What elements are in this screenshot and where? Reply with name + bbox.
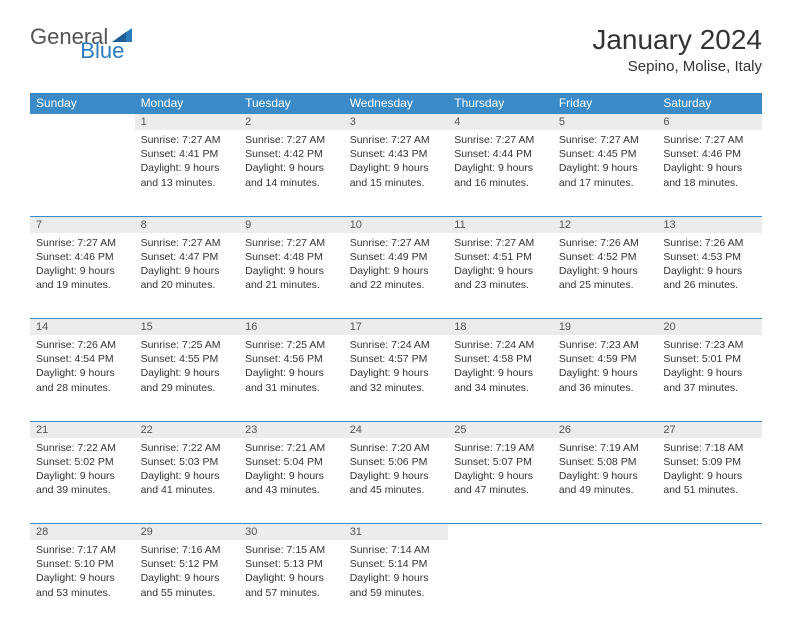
day-number: 23 (239, 421, 344, 438)
content-row: Sunrise: 7:26 AMSunset: 4:54 PMDaylight:… (30, 335, 762, 421)
day-cell: Sunrise: 7:26 AMSunset: 4:53 PMDaylight:… (657, 233, 762, 319)
day-cell: Sunrise: 7:23 AMSunset: 4:59 PMDaylight:… (553, 335, 658, 421)
content-row: Sunrise: 7:27 AMSunset: 4:41 PMDaylight:… (30, 130, 762, 216)
day-number: 16 (239, 319, 344, 336)
day-cell: Sunrise: 7:25 AMSunset: 4:56 PMDaylight:… (239, 335, 344, 421)
day-number: 21 (30, 421, 135, 438)
day-cell: Sunrise: 7:27 AMSunset: 4:46 PMDaylight:… (30, 233, 135, 319)
day-cell: Sunrise: 7:27 AMSunset: 4:44 PMDaylight:… (448, 130, 553, 216)
day-cell: Sunrise: 7:23 AMSunset: 5:01 PMDaylight:… (657, 335, 762, 421)
day-cell: Sunrise: 7:24 AMSunset: 4:57 PMDaylight:… (344, 335, 449, 421)
day-number: 4 (448, 114, 553, 131)
weekday-header: Tuesday (239, 93, 344, 114)
day-number: 15 (135, 319, 240, 336)
day-cell: Sunrise: 7:26 AMSunset: 4:52 PMDaylight:… (553, 233, 658, 319)
day-cell: Sunrise: 7:26 AMSunset: 4:54 PMDaylight:… (30, 335, 135, 421)
weekday-header: Thursday (448, 93, 553, 114)
day-cell: Sunrise: 7:22 AMSunset: 5:03 PMDaylight:… (135, 438, 240, 524)
day-cell: Sunrise: 7:22 AMSunset: 5:02 PMDaylight:… (30, 438, 135, 524)
title-block: January 2024 Sepino, Molise, Italy (592, 24, 762, 75)
day-number: 27 (657, 421, 762, 438)
day-cell (448, 540, 553, 626)
day-number: 22 (135, 421, 240, 438)
day-cell: Sunrise: 7:20 AMSunset: 5:06 PMDaylight:… (344, 438, 449, 524)
day-number: 7 (30, 216, 135, 233)
logo: General Blue (30, 24, 182, 50)
day-number: 3 (344, 114, 449, 131)
day-number (448, 524, 553, 541)
day-cell: Sunrise: 7:27 AMSunset: 4:42 PMDaylight:… (239, 130, 344, 216)
day-number: 2 (239, 114, 344, 131)
day-cell: Sunrise: 7:25 AMSunset: 4:55 PMDaylight:… (135, 335, 240, 421)
day-number: 5 (553, 114, 658, 131)
day-cell: Sunrise: 7:27 AMSunset: 4:51 PMDaylight:… (448, 233, 553, 319)
day-number: 25 (448, 421, 553, 438)
day-number: 13 (657, 216, 762, 233)
weekday-header: Saturday (657, 93, 762, 114)
day-number (30, 114, 135, 131)
day-number: 9 (239, 216, 344, 233)
day-number: 10 (344, 216, 449, 233)
day-cell: Sunrise: 7:27 AMSunset: 4:45 PMDaylight:… (553, 130, 658, 216)
day-cell: Sunrise: 7:18 AMSunset: 5:09 PMDaylight:… (657, 438, 762, 524)
day-number: 8 (135, 216, 240, 233)
day-number: 6 (657, 114, 762, 131)
location: Sepino, Molise, Italy (592, 58, 762, 75)
weekday-header: Sunday (30, 93, 135, 114)
day-cell: Sunrise: 7:14 AMSunset: 5:14 PMDaylight:… (344, 540, 449, 626)
daynum-row: 78910111213 (30, 216, 762, 233)
day-cell: Sunrise: 7:27 AMSunset: 4:46 PMDaylight:… (657, 130, 762, 216)
daynum-row: 21222324252627 (30, 421, 762, 438)
day-cell: Sunrise: 7:16 AMSunset: 5:12 PMDaylight:… (135, 540, 240, 626)
day-number: 28 (30, 524, 135, 541)
day-number: 1 (135, 114, 240, 131)
content-row: Sunrise: 7:22 AMSunset: 5:02 PMDaylight:… (30, 438, 762, 524)
day-cell (30, 130, 135, 216)
day-cell (553, 540, 658, 626)
day-number: 19 (553, 319, 658, 336)
day-number: 29 (135, 524, 240, 541)
calendar-body: 123456Sunrise: 7:27 AMSunset: 4:41 PMDay… (30, 114, 762, 626)
day-number (553, 524, 658, 541)
day-cell: Sunrise: 7:17 AMSunset: 5:10 PMDaylight:… (30, 540, 135, 626)
day-cell: Sunrise: 7:15 AMSunset: 5:13 PMDaylight:… (239, 540, 344, 626)
day-number (657, 524, 762, 541)
day-number: 12 (553, 216, 658, 233)
day-number: 11 (448, 216, 553, 233)
day-number: 18 (448, 319, 553, 336)
day-number: 31 (344, 524, 449, 541)
day-number: 26 (553, 421, 658, 438)
day-cell: Sunrise: 7:19 AMSunset: 5:07 PMDaylight:… (448, 438, 553, 524)
weekday-header: Wednesday (344, 93, 449, 114)
weekday-header: Friday (553, 93, 658, 114)
day-cell: Sunrise: 7:19 AMSunset: 5:08 PMDaylight:… (553, 438, 658, 524)
daynum-row: 123456 (30, 114, 762, 131)
day-cell: Sunrise: 7:27 AMSunset: 4:43 PMDaylight:… (344, 130, 449, 216)
content-row: Sunrise: 7:17 AMSunset: 5:10 PMDaylight:… (30, 540, 762, 626)
day-cell: Sunrise: 7:24 AMSunset: 4:58 PMDaylight:… (448, 335, 553, 421)
day-number: 24 (344, 421, 449, 438)
weekday-header: Monday (135, 93, 240, 114)
content-row: Sunrise: 7:27 AMSunset: 4:46 PMDaylight:… (30, 233, 762, 319)
day-cell: Sunrise: 7:21 AMSunset: 5:04 PMDaylight:… (239, 438, 344, 524)
day-number: 20 (657, 319, 762, 336)
header: General Blue January 2024 Sepino, Molise… (30, 24, 762, 75)
weekday-header-row: Sunday Monday Tuesday Wednesday Thursday… (30, 93, 762, 114)
day-number: 17 (344, 319, 449, 336)
day-cell: Sunrise: 7:27 AMSunset: 4:47 PMDaylight:… (135, 233, 240, 319)
month-title: January 2024 (592, 24, 762, 56)
day-cell: Sunrise: 7:27 AMSunset: 4:49 PMDaylight:… (344, 233, 449, 319)
day-cell: Sunrise: 7:27 AMSunset: 4:48 PMDaylight:… (239, 233, 344, 319)
day-cell: Sunrise: 7:27 AMSunset: 4:41 PMDaylight:… (135, 130, 240, 216)
daynum-row: 14151617181920 (30, 319, 762, 336)
daynum-row: 28293031 (30, 524, 762, 541)
logo-part2: Blue (80, 38, 124, 64)
calendar-table: Sunday Monday Tuesday Wednesday Thursday… (30, 93, 762, 626)
day-cell (657, 540, 762, 626)
day-number: 30 (239, 524, 344, 541)
day-number: 14 (30, 319, 135, 336)
